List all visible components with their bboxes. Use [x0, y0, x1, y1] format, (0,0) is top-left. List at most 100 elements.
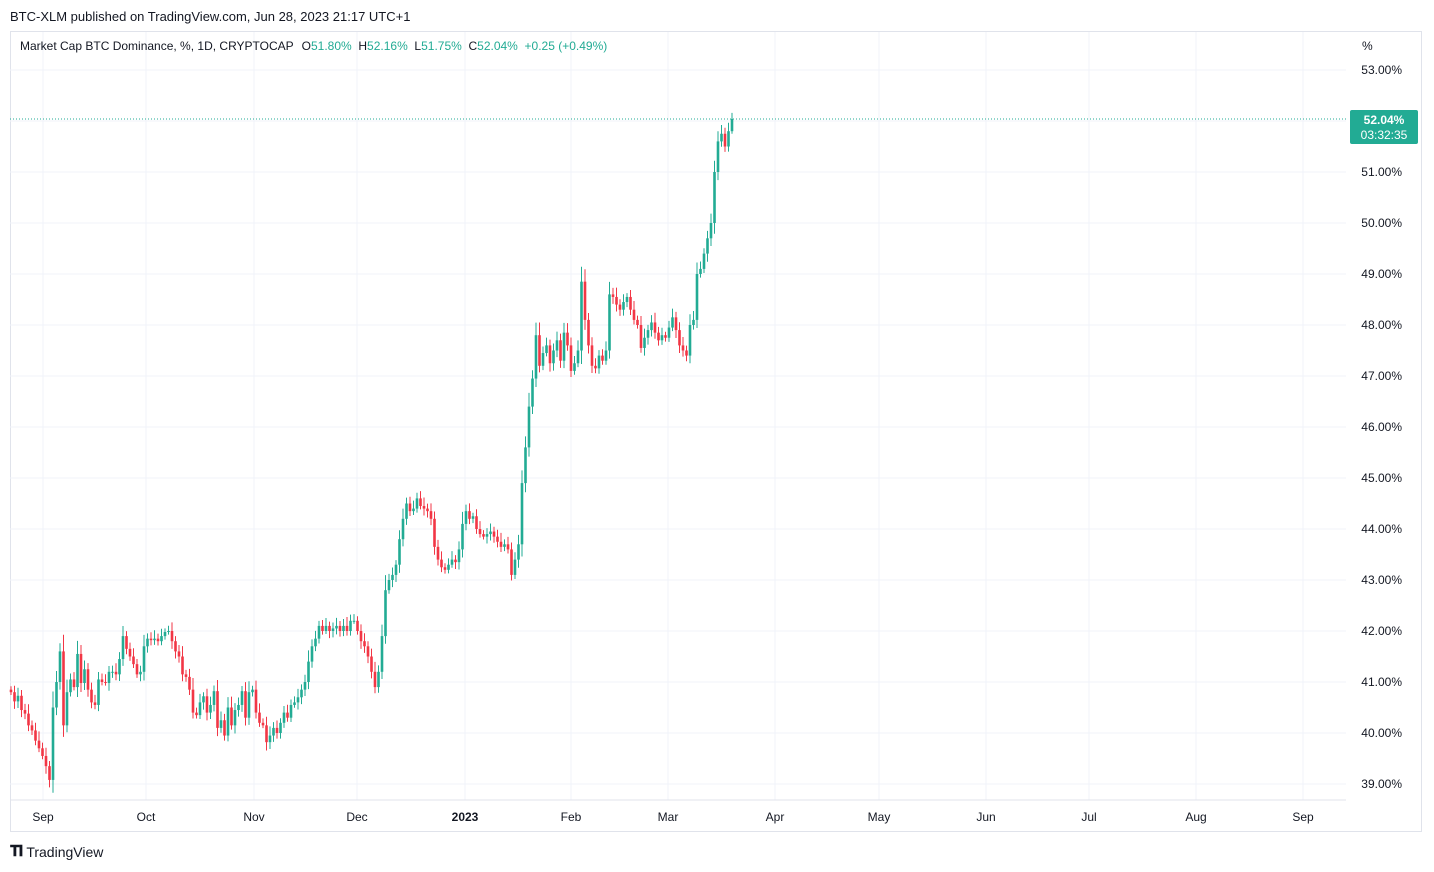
price-tick-label: 43.00%	[1361, 573, 1402, 587]
candle	[702, 248, 706, 273]
candle-body	[83, 669, 86, 684]
candle	[685, 345, 688, 362]
candle	[695, 262, 699, 329]
candle	[552, 343, 555, 371]
candle-body	[398, 539, 401, 565]
candle	[720, 124, 723, 147]
candle-body	[636, 319, 639, 325]
candle	[608, 281, 611, 359]
candle	[191, 678, 195, 719]
candle-body	[72, 679, 76, 688]
candle-body	[646, 330, 650, 338]
footer-brand[interactable]: 𝐓𝐈 TradingView	[10, 843, 103, 860]
candle	[293, 696, 296, 708]
candle	[244, 682, 247, 726]
change-value: +0.25 (+0.49%)	[524, 39, 608, 53]
candle	[433, 511, 436, 555]
candle	[461, 511, 464, 558]
candle-body	[48, 766, 51, 780]
candle	[716, 131, 720, 181]
candle	[205, 688, 209, 721]
price-tick-label: 46.00%	[1361, 420, 1402, 434]
candle	[265, 716, 268, 751]
candle-body	[510, 549, 513, 575]
candle-body	[422, 506, 426, 509]
candle-body	[681, 345, 685, 351]
candle	[730, 112, 734, 134]
candle-body	[153, 638, 156, 641]
candle-body	[100, 679, 104, 682]
candle	[100, 673, 104, 686]
candle	[482, 530, 485, 540]
time-tick-label: Sep	[1292, 810, 1314, 824]
candle	[37, 731, 41, 753]
candle-body	[716, 141, 720, 172]
candle-body	[667, 327, 671, 338]
candle-body	[198, 702, 202, 716]
candle	[611, 287, 615, 304]
candle	[83, 660, 86, 691]
price-tick-label: 42.00%	[1361, 624, 1402, 638]
candle	[499, 532, 503, 552]
candle-body	[310, 646, 314, 662]
candle-body	[391, 574, 394, 580]
candle-body	[678, 330, 681, 346]
candle	[408, 496, 412, 516]
candle	[370, 648, 373, 679]
candle-body	[496, 536, 499, 542]
low-label: L	[414, 39, 422, 53]
candle-body	[314, 638, 317, 647]
candle-body	[660, 335, 664, 341]
time-tick-label: Jun	[976, 810, 995, 824]
candle	[251, 685, 254, 697]
candle	[489, 523, 492, 541]
candle	[198, 693, 202, 719]
time-tick-label: 2023	[452, 810, 479, 824]
time-tick-label: Nov	[243, 810, 264, 824]
chart-frame[interactable]	[10, 31, 1422, 832]
candle-body	[23, 710, 27, 714]
candle	[475, 509, 478, 534]
candle	[678, 322, 681, 354]
candle	[629, 289, 632, 316]
candle	[422, 497, 426, 516]
candle	[468, 503, 471, 525]
candle-body	[356, 620, 359, 631]
candle	[240, 686, 244, 712]
candle-body	[489, 531, 492, 535]
candle-body	[436, 546, 440, 560]
candle	[233, 703, 237, 734]
candle	[517, 534, 520, 568]
candle	[79, 644, 83, 693]
candle	[307, 650, 310, 690]
candle	[391, 567, 394, 588]
candle-body	[433, 518, 436, 547]
candle	[226, 697, 230, 742]
candle-body	[440, 559, 443, 568]
candle-body	[55, 682, 58, 708]
candle-body	[111, 671, 114, 673]
candle-body	[405, 503, 408, 519]
candle	[513, 552, 517, 579]
candle	[338, 621, 342, 637]
candle	[650, 315, 653, 337]
candle-body	[471, 516, 475, 519]
candle	[300, 684, 303, 705]
candle-body	[146, 638, 149, 647]
candle-body	[114, 671, 118, 675]
candle	[167, 625, 170, 635]
candle	[401, 508, 405, 547]
candle-body	[342, 625, 345, 631]
candle	[625, 293, 629, 308]
candle	[457, 541, 461, 570]
candle	[412, 500, 415, 515]
candle-body	[282, 712, 286, 723]
candle-body	[450, 559, 454, 565]
candle-body	[163, 632, 167, 637]
candle	[664, 331, 667, 342]
candle-body	[345, 625, 349, 631]
candle-body	[597, 355, 601, 369]
candle-body	[261, 722, 265, 726]
candle-body	[576, 350, 580, 364]
